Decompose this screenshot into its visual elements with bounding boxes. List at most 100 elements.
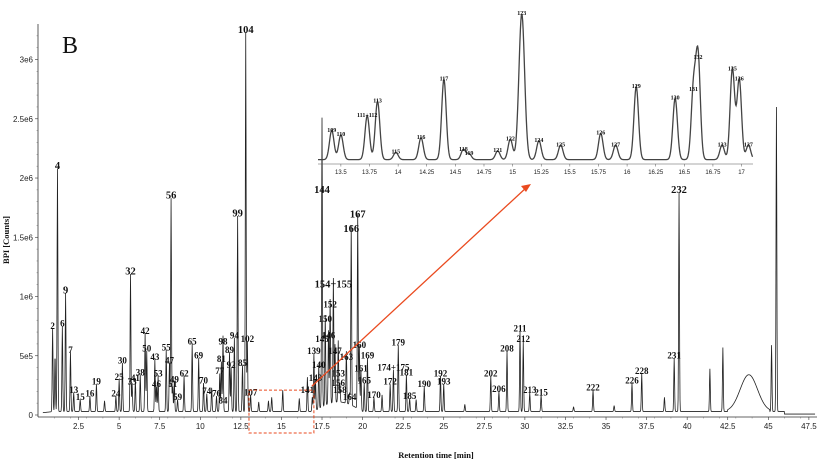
- peak-label: 33: [128, 377, 138, 387]
- peak-label: 208: [500, 344, 514, 354]
- peak-label: 231: [667, 351, 681, 361]
- x-tick-label: 37.5: [639, 422, 655, 431]
- peak-label: 46: [152, 379, 162, 389]
- peak-label: 43: [150, 352, 160, 362]
- inset-peak-label: 109: [327, 128, 336, 134]
- peak-label: 24: [111, 389, 121, 399]
- x-tick-label: 32.5: [558, 422, 574, 431]
- zoom-region-box: [248, 389, 315, 434]
- inset-x-tick-label: 16: [624, 170, 631, 176]
- x-tick-label: 45: [764, 422, 773, 431]
- inset-peak-label: 113: [373, 99, 382, 105]
- inset-x-tick-label: 13.5: [335, 170, 347, 176]
- y-tick-label: 1.5e6: [13, 233, 34, 242]
- peak-label: 42: [141, 326, 151, 336]
- peak-label: 16: [85, 389, 95, 399]
- inset-peak-label: 118: [459, 147, 468, 153]
- panel-label: B: [62, 33, 78, 59]
- peak-label: 139: [307, 346, 321, 356]
- peak-label: 85: [238, 358, 248, 368]
- peak-label: 144: [314, 185, 331, 196]
- zoom-arrow-head: [521, 184, 531, 192]
- inset-peak-label: 110: [337, 132, 346, 138]
- x-axis-title: Retention time [min]: [398, 450, 474, 460]
- inset-peak-label: 137: [744, 142, 753, 148]
- peak-label: 153: [331, 368, 345, 378]
- peak-label: 53: [154, 368, 164, 378]
- peak-label: 152: [323, 300, 337, 310]
- peak-label: 143: [309, 373, 323, 383]
- inset-x-tick-label: 15.25: [534, 170, 550, 176]
- peak-label: 92: [227, 360, 237, 370]
- inset-x-tick-label: 14: [395, 170, 402, 176]
- inset-trace-line: [318, 14, 754, 161]
- peak-label: 156: [331, 378, 345, 388]
- y-tick-label: 5e5: [20, 352, 34, 361]
- peak-label: 147: [328, 346, 342, 356]
- peak-label: 161: [354, 364, 368, 374]
- zoom-callout: [248, 184, 531, 434]
- peak-label: 32: [125, 267, 136, 278]
- peak-label: 172: [383, 377, 397, 387]
- peak-label: 141: [301, 385, 315, 395]
- inset-peak-label: 127: [611, 142, 620, 148]
- peak-label: 146: [322, 331, 336, 341]
- inset-x-tick-label: 16.75: [705, 170, 721, 176]
- peak-label: 193: [437, 377, 451, 387]
- x-tick-label: 47.5: [801, 422, 817, 431]
- x-tick-label: 7.5: [154, 422, 166, 431]
- inset-x-tick-label: 15: [509, 170, 516, 176]
- inset-peak-label: 125: [556, 142, 565, 148]
- inset-peak-label: 129: [632, 84, 641, 90]
- peak-label: 169: [361, 351, 375, 361]
- inset-peak-label: 124: [534, 138, 543, 144]
- peak-label: 77: [215, 366, 225, 376]
- x-tick-label: 35: [602, 422, 611, 431]
- inset-peak-label: 135: [728, 66, 737, 72]
- peak-label: 19: [92, 377, 102, 387]
- x-tick-label: 25: [439, 422, 448, 431]
- inset-peak-label: 121: [493, 148, 502, 154]
- y-tick-label: 2e6: [20, 174, 34, 183]
- peak-label: 179: [392, 338, 406, 348]
- peak-label: 215: [534, 387, 548, 397]
- peak-label: 15: [76, 392, 86, 402]
- peak-label: 47: [165, 355, 175, 365]
- peak-label: 140: [312, 360, 326, 370]
- peak-label: 50: [142, 344, 152, 354]
- x-tick-label: 40: [683, 422, 692, 431]
- peak-label: 192: [434, 368, 448, 378]
- x-tick-label: 20: [358, 422, 367, 431]
- peak-label: 160: [353, 340, 367, 350]
- peak-label: 7: [68, 345, 73, 355]
- peak-label: 226: [625, 376, 639, 386]
- peak-label: 38: [136, 367, 146, 377]
- inset-chart: 13.5 13.75 14 14.25 14.5 14.75 15 15.25 15.5 15.7…: [318, 11, 754, 176]
- y-tick-label: 2.5e6: [13, 115, 34, 124]
- peak-label: 41: [131, 373, 141, 383]
- peak-label: 104: [238, 25, 255, 36]
- inset-peak-label: 116: [417, 135, 426, 141]
- inset-x-tick-label: 15.5: [564, 170, 576, 176]
- peak-label: 76: [212, 389, 222, 399]
- peak-label: 69: [194, 351, 204, 361]
- x-tick-label: 17.5: [314, 422, 330, 431]
- peak-label: 55: [162, 342, 172, 352]
- peak-label: 163: [340, 352, 354, 362]
- peak-label: 59: [173, 392, 183, 402]
- inset-peak-label: 126: [596, 131, 605, 137]
- peak-label: 2: [50, 321, 55, 331]
- peak-label: 81: [217, 354, 227, 364]
- peak-label: 164: [343, 392, 357, 402]
- peak-label: 102: [241, 334, 255, 344]
- y-axis-title: BPI [Counts]: [1, 216, 11, 264]
- zoom-arrow-line: [311, 186, 528, 387]
- peak-label: 4: [55, 161, 61, 172]
- peak-label: 212: [517, 334, 531, 344]
- x-tick-label: 12.5: [233, 422, 249, 431]
- peak-label: 9: [63, 286, 68, 297]
- peak-label: 13: [69, 385, 79, 395]
- peak-label: 228: [635, 366, 649, 376]
- peak-label: 206: [492, 384, 506, 394]
- x-tick-label: 22.5: [395, 422, 411, 431]
